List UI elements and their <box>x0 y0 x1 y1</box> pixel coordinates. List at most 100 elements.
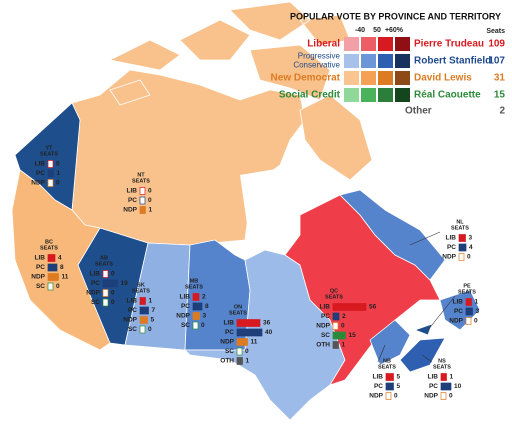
region-label: NT <box>137 172 145 178</box>
row-party: NDP <box>442 254 456 261</box>
swatch <box>361 71 376 85</box>
region-label: NL <box>456 219 464 225</box>
swatch <box>361 88 376 102</box>
region-label: AB <box>100 255 108 261</box>
seat-bar <box>192 312 200 320</box>
seat-bar <box>139 297 146 305</box>
party-name: Social Credit <box>279 90 341 101</box>
seat-bar <box>458 234 466 242</box>
row-party: PC <box>429 383 438 390</box>
row-seats: 2 <box>202 294 206 301</box>
row-seats: 0 <box>148 188 152 195</box>
party-name: Conservative <box>293 61 340 70</box>
seat-bar <box>47 263 58 272</box>
row-seats: 5 <box>397 383 401 390</box>
seat-bar <box>192 293 200 301</box>
party-name: New Democrat <box>271 73 341 84</box>
seat-bar <box>139 325 146 334</box>
region-label: SEATS <box>378 364 396 370</box>
row-party: PC <box>321 313 330 320</box>
seat-bar <box>47 254 56 262</box>
seat-bar <box>102 279 118 288</box>
seat-bar <box>332 312 340 321</box>
row-seats: 3 <box>203 313 207 320</box>
row-party: PC <box>91 280 100 287</box>
swatch <box>361 37 376 51</box>
row-party: NDP <box>31 274 45 281</box>
seat-bar <box>236 357 243 365</box>
region-label: SEATS <box>40 151 58 157</box>
row-seats: 5 <box>151 317 155 324</box>
row-party: SC <box>321 332 330 339</box>
swatch <box>344 88 359 102</box>
row-seats: 0 <box>56 180 60 187</box>
region-label: QC <box>330 288 338 294</box>
row-party: LIB <box>446 235 457 242</box>
row-party: LIB <box>428 374 439 381</box>
seat-bar <box>139 316 148 324</box>
row-seats: 0 <box>111 299 115 306</box>
row-seats: 0 <box>467 254 471 261</box>
row-party: SC <box>181 322 190 329</box>
seat-bar <box>385 373 394 381</box>
row-party: NDP <box>31 180 45 187</box>
row-party: PC <box>36 170 45 177</box>
party-seats: 2 <box>499 106 505 117</box>
row-party: NDP <box>86 290 100 297</box>
seat-bar <box>236 347 243 356</box>
swatch <box>395 71 410 85</box>
row-party: PC <box>374 383 383 390</box>
row-seats: 11 <box>251 339 258 346</box>
row-party: LIB <box>373 374 384 381</box>
row-seats: 0 <box>111 290 115 297</box>
party-leader: Robert Stanfield <box>414 56 491 67</box>
row-party: LIB <box>90 271 101 278</box>
leader-lines <box>377 231 456 363</box>
leader-line <box>427 295 456 331</box>
region-label: PE <box>463 283 471 289</box>
row-seats: 1 <box>475 299 479 306</box>
seat-bar <box>458 253 465 261</box>
row-seats: 11 <box>62 274 69 281</box>
seat-bar <box>332 322 339 330</box>
seat-bar <box>192 302 203 311</box>
seat-bar <box>385 382 394 391</box>
seat-bar <box>47 179 54 187</box>
region-pe <box>414 323 433 336</box>
seat-bar <box>385 392 392 400</box>
seat-bar <box>440 392 447 400</box>
row-party: NDP <box>424 393 438 400</box>
party-name: Liberal <box>307 39 340 50</box>
seat-bar <box>465 298 472 306</box>
seat-bar <box>102 270 109 278</box>
seat-bar <box>139 306 149 315</box>
party-seats: 15 <box>494 90 506 101</box>
region-label: ON <box>234 304 242 310</box>
row-seats: 0 <box>201 322 205 329</box>
seat-bar <box>139 187 146 195</box>
seat-bar <box>192 321 199 330</box>
seat-bar <box>236 319 261 327</box>
row-seats: 2 <box>342 313 346 320</box>
row-seats: 0 <box>111 271 115 278</box>
legend-title: POPULAR VOTE BY PROVINCE AND TERRITORY <box>290 11 501 21</box>
row-seats: 10 <box>454 383 462 390</box>
seat-bar <box>332 303 367 311</box>
party-name: Progressive <box>298 52 341 61</box>
row-seats: 1 <box>149 298 153 305</box>
row-seats: 40 <box>265 329 273 336</box>
row-seats: 0 <box>148 197 152 204</box>
row-seats: 0 <box>449 393 453 400</box>
row-seats: 0 <box>148 326 152 333</box>
region-label: BC <box>45 239 53 245</box>
row-seats: 15 <box>349 332 357 339</box>
row-party: OTH <box>316 342 330 349</box>
row-party: LIB <box>453 299 464 306</box>
region-label: MB <box>190 278 199 284</box>
row-party: PC <box>447 244 456 251</box>
row-seats: 7 <box>152 307 156 314</box>
swatch <box>344 71 359 85</box>
region-label: NS <box>438 358 446 364</box>
scale-label: 50 <box>373 27 381 34</box>
